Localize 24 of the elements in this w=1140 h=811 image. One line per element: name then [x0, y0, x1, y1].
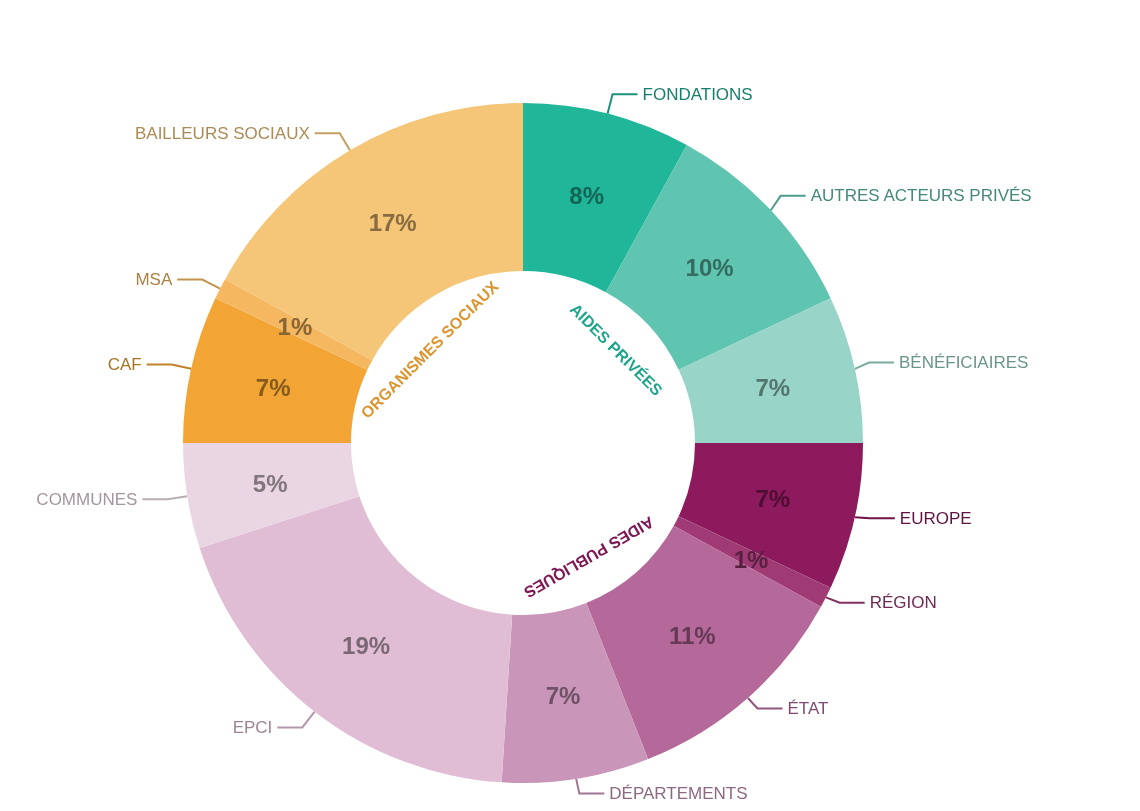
data-label: 7%: [755, 485, 791, 513]
slice-label: RÉGION: [869, 593, 937, 613]
slice-label: ÉTAT: [787, 699, 829, 719]
data-label: 7%: [545, 682, 581, 710]
slice-label: DÉPARTEMENTS: [609, 784, 748, 803]
data-label: 19%: [342, 631, 391, 659]
data-label: 11%: [668, 621, 716, 649]
slice-label: BAILLEURS SOCIAUX: [134, 123, 310, 143]
data-label: 10%: [685, 254, 734, 282]
data-label: 1%: [733, 545, 769, 573]
slice-label: FONDATIONS: [642, 84, 753, 104]
slice-label: EUROPE: [899, 508, 972, 528]
slice-label: BÉNÉFICIAIRES: [898, 352, 1029, 372]
slice-label: CAF: [107, 354, 142, 374]
slice-label: MSA: [135, 270, 173, 290]
data-label: 1%: [277, 313, 313, 341]
data-label: 8%: [569, 181, 605, 209]
data-label: 7%: [755, 373, 791, 401]
data-label: 7%: [255, 373, 291, 401]
data-label: 17%: [368, 209, 417, 237]
slice-label: COMMUNES: [36, 489, 138, 509]
slice-label: AUTRES ACTEURS PRIVÉS: [810, 186, 1032, 206]
data-label: 5%: [252, 469, 288, 497]
slice-label: EPCI: [232, 717, 273, 737]
